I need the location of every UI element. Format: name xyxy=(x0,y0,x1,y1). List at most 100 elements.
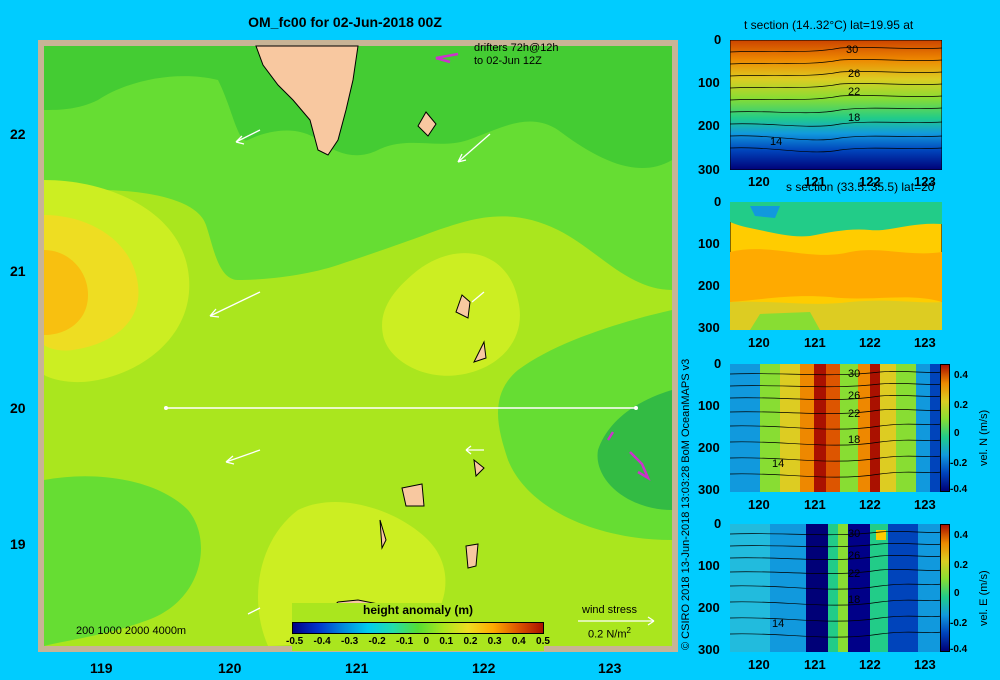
v-contour-22: 22 xyxy=(848,408,861,420)
height-anomaly-colorbar: height anomaly (m) -0.5 -0.4 -0.3 -0.2 -… xyxy=(286,603,550,651)
colorbar-tick: 0.1 xyxy=(439,636,454,647)
lon-tick: 123 xyxy=(914,497,936,512)
lon-tick: 123 xyxy=(914,174,936,189)
lon-tick: 122 xyxy=(859,497,881,512)
wind-stress-scale-value: 0.2 N/m xyxy=(588,628,627,641)
depth-tick: 300 xyxy=(698,320,720,335)
land-island-2 xyxy=(455,294,471,319)
wind-stress-scale-arrow xyxy=(578,616,655,626)
anomaly-zone-green-west xyxy=(44,476,201,646)
t-section-panel: t section (14..32°C) lat=19.95 at 30 26 … xyxy=(690,14,1000,177)
lon-tick: 122 xyxy=(859,657,881,672)
lat-tick-22: 22 xyxy=(10,126,26,142)
t-contour-22: 22 xyxy=(848,86,861,98)
vel-n-tick: -0.2 xyxy=(950,458,968,469)
lat-tick-21: 21 xyxy=(10,263,26,279)
lon-tick: 121 xyxy=(804,335,826,350)
vel-e-tick: 0.4 xyxy=(954,530,968,541)
colorbar-tick: 0.4 xyxy=(511,636,526,647)
vel-n-tick: -0.4 xyxy=(950,484,968,495)
land-island-7 xyxy=(465,543,479,569)
colorbar-gradient xyxy=(292,622,544,634)
depth-legend: 200 1000 2000 4000m xyxy=(76,625,187,637)
lon-tick-122: 122 xyxy=(472,660,496,676)
vel-n-colorbar xyxy=(940,364,950,492)
anomaly-zone-east-dark xyxy=(597,390,672,510)
lon-tick: 121 xyxy=(804,657,826,672)
s-section-plot xyxy=(730,202,942,330)
drifters-label: drifters 72h@12h to 02-Jun 12Z xyxy=(474,42,559,68)
e-contour-22: 22 xyxy=(848,568,861,580)
t-contour-26: 26 xyxy=(848,68,861,80)
colorbar-tick: 0.3 xyxy=(487,636,502,647)
t-contour-14: 14 xyxy=(770,136,783,148)
colorbar-title: height anomaly (m) xyxy=(362,603,473,617)
e-contour-26: 26 xyxy=(848,550,861,562)
lat-tick-20: 20 xyxy=(10,400,26,416)
anomaly-zone-yellow-center xyxy=(382,253,520,376)
vel-e-plot xyxy=(730,524,942,652)
vel-n-unit: vel. N (m/s) xyxy=(978,409,990,466)
lon-tick: 122 xyxy=(859,335,881,350)
colorbar-tick: -0.4 xyxy=(313,636,331,647)
depth-tick: 200 xyxy=(698,600,720,615)
lat-tick-19: 19 xyxy=(10,536,26,552)
lon-tick: 120 xyxy=(748,174,770,189)
lon-tick: 123 xyxy=(914,335,936,350)
wind-stress-arrows xyxy=(209,129,491,615)
anomaly-zone-green-dark xyxy=(44,46,672,169)
t-contour-18: 18 xyxy=(848,112,861,124)
drifters-line-1: drifters 72h@12h xyxy=(474,42,559,54)
land-island-4 xyxy=(473,458,485,478)
main-map xyxy=(38,40,678,652)
vel-n-panel: 30 26 22 18 14 0.4 0.2 0 -0.2 -0.4 vel. … xyxy=(690,340,1000,500)
wind-stress-scale: 0.2 N/m2 xyxy=(588,626,631,641)
colorbar-tick: -0.3 xyxy=(341,636,359,647)
t-section-plot xyxy=(730,40,942,170)
land-taiwan xyxy=(255,45,359,156)
vel-n-tick: 0.2 xyxy=(954,400,968,411)
lon-tick: 122 xyxy=(859,174,881,189)
vel-e-unit: vel. E (m/s) xyxy=(978,570,990,626)
depth-tick: 300 xyxy=(698,642,720,657)
depth-tick: 200 xyxy=(698,440,720,455)
colorbar-tick: -0.2 xyxy=(368,636,386,647)
v-contour-26: 26 xyxy=(848,390,861,402)
drifters-line-2: to 02-Jun 12Z xyxy=(474,55,542,67)
depth-tick: 200 xyxy=(698,278,720,293)
e-contour-18: 18 xyxy=(848,594,861,606)
wind-stress-label: wind stress xyxy=(582,604,638,616)
s-section-panel: s section (33.5..35.5) lat=20 0 100 200 … xyxy=(690,178,1000,338)
lon-tick: 120 xyxy=(748,335,770,350)
t-contour-30: 30 xyxy=(846,44,859,56)
depth-tick: 100 xyxy=(698,398,720,413)
vel-n-tick: 0.4 xyxy=(954,370,968,381)
section-end-dot xyxy=(634,406,638,410)
section-start-dot xyxy=(164,406,168,410)
vel-e-colorbar xyxy=(940,524,950,652)
colorbar-tick: 0.5 xyxy=(536,636,550,647)
land-island-6 xyxy=(379,519,387,550)
depth-tick: 0 xyxy=(714,194,722,209)
v-contour-14: 14 xyxy=(772,458,785,470)
lon-tick: 120 xyxy=(748,657,770,672)
vel-n-tick: 0 xyxy=(954,428,960,439)
vel-e-tick: 0 xyxy=(954,588,960,599)
page-title: OM_fc00 for 02-Jun-2018 00Z xyxy=(248,14,442,30)
depth-tick: 100 xyxy=(698,75,720,90)
lon-tick: 121 xyxy=(804,497,826,512)
lon-tick-123: 123 xyxy=(598,660,622,676)
v-contour-30: 30 xyxy=(848,368,861,380)
depth-tick: 0 xyxy=(714,356,722,371)
lon-tick: 120 xyxy=(748,497,770,512)
colorbar-tick: -0.5 xyxy=(286,636,304,647)
e-contour-14: 14 xyxy=(772,618,785,630)
s-section-title: s section (33.5..35.5) lat=20 xyxy=(786,180,935,194)
land-island-1 xyxy=(417,111,437,137)
colorbar-ticks: -0.5 -0.4 -0.3 -0.2 -0.1 0 0.1 0.2 0.3 0… xyxy=(286,636,550,647)
depth-tick: 200 xyxy=(698,118,720,133)
vel-e-panel: 30 26 22 18 14 0.4 0.2 0 -0.2 -0.4 vel. … xyxy=(690,500,1000,660)
vel-e-tick: -0.2 xyxy=(950,618,968,629)
depth-tick: 0 xyxy=(714,32,722,47)
land-island-3 xyxy=(473,340,487,363)
